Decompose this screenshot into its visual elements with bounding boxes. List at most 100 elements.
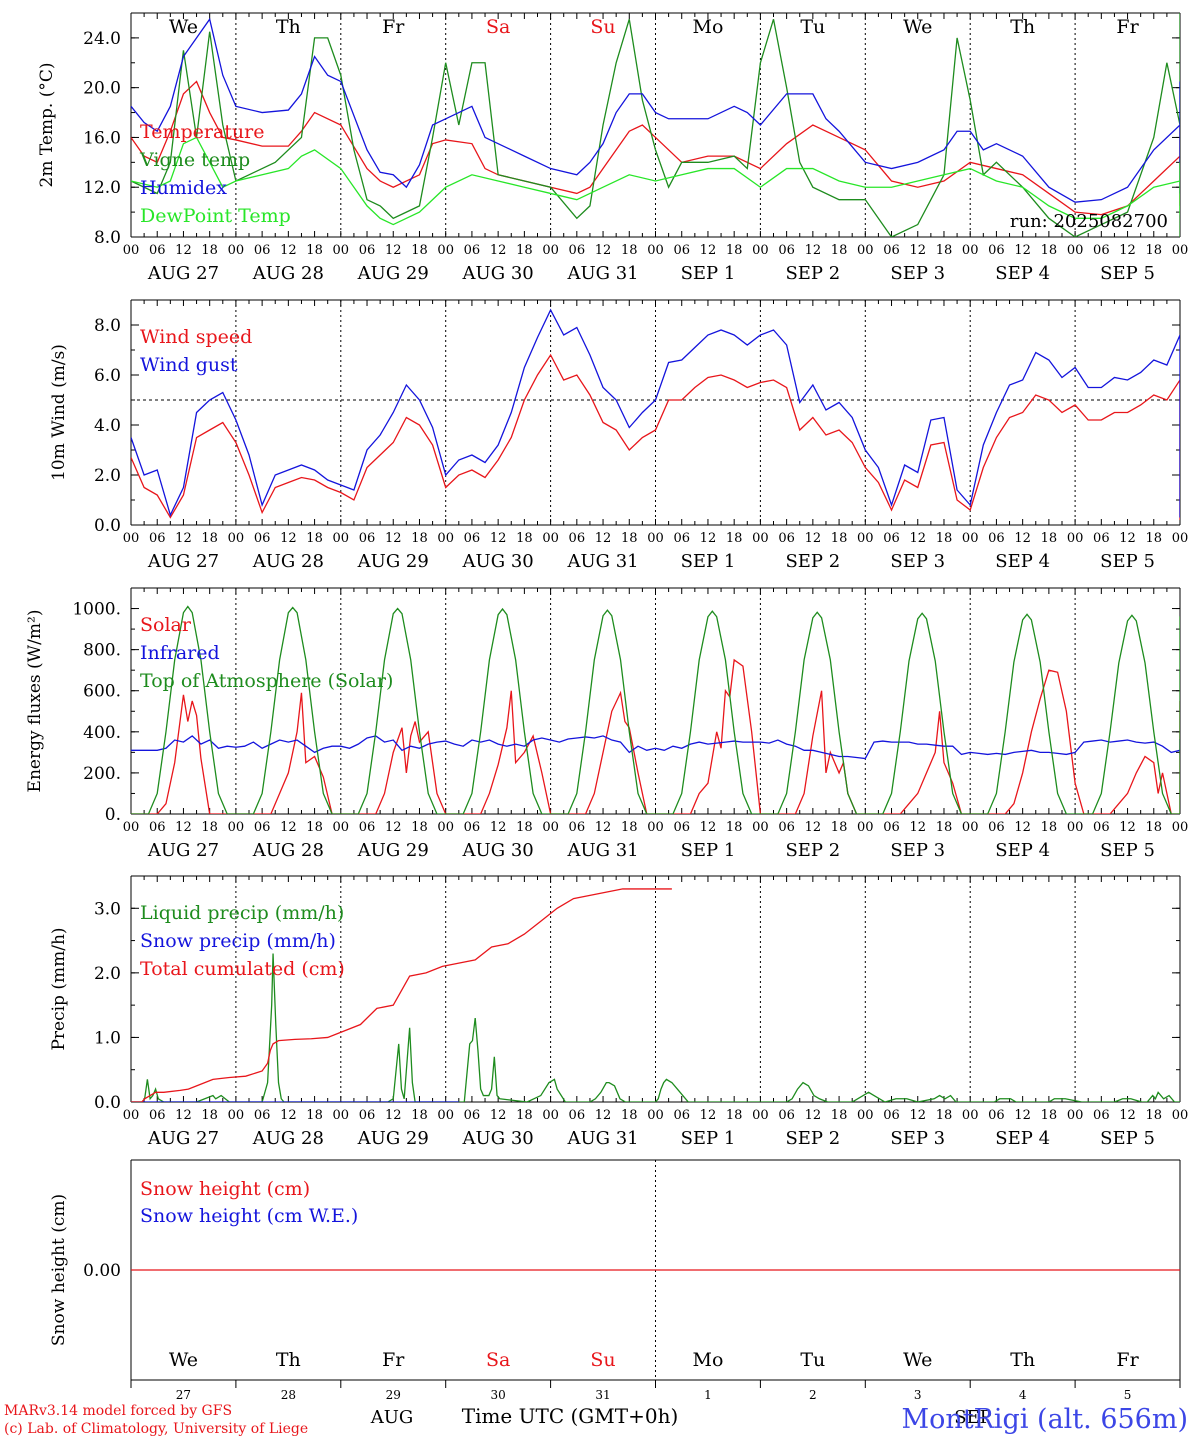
hour-label: 00	[228, 531, 245, 546]
hour-label: 00	[647, 820, 664, 835]
day-number: 5	[1124, 1388, 1132, 1402]
y-axis-label: Precip (mm/h)	[49, 927, 69, 1050]
hour-label: 06	[673, 531, 690, 546]
hour-label: 18	[201, 243, 218, 258]
hour-label: 18	[201, 820, 218, 835]
hour-label: 18	[621, 1108, 638, 1123]
hour-label: 18	[1041, 531, 1058, 546]
hour-label: 06	[149, 531, 166, 546]
hour-label: 06	[673, 243, 690, 258]
y-tick-label: 2.0	[94, 964, 121, 984]
hour-label: 18	[1146, 820, 1163, 835]
y-tick-label: 0.	[105, 805, 121, 825]
hour-label: 12	[1014, 531, 1031, 546]
day-number: 27	[176, 1388, 191, 1402]
date-label: AUG 27	[147, 551, 219, 572]
hour-label: 06	[359, 243, 376, 258]
legend-entry: Total cumulated (cm)	[140, 958, 345, 980]
hour-label: 12	[595, 1108, 612, 1123]
hour-label: 12	[805, 820, 822, 835]
hour-label: 18	[411, 531, 428, 546]
hour-label: 12	[175, 1108, 192, 1123]
hour-label: 12	[700, 531, 717, 546]
hour-label: 00	[857, 243, 874, 258]
date-label: SEP 5	[1100, 263, 1155, 284]
hour-label: 00	[962, 243, 979, 258]
hour-label: 06	[1093, 531, 1110, 546]
hour-label: 00	[123, 531, 140, 546]
hour-label: 18	[516, 820, 533, 835]
date-label: AUG 28	[252, 840, 324, 861]
hour-label: 06	[778, 820, 795, 835]
date-label: SEP 5	[1100, 551, 1155, 572]
hour-label: 00	[333, 531, 350, 546]
dow-label: We	[903, 16, 932, 38]
hour-label: 12	[909, 243, 926, 258]
hour-label: 06	[149, 820, 166, 835]
hour-label: 06	[988, 1108, 1005, 1123]
date-label: AUG 27	[147, 840, 219, 861]
hour-label: 06	[464, 531, 481, 546]
hour-label: 12	[385, 1108, 402, 1123]
hour-label: 00	[1067, 820, 1084, 835]
month-label-aug: AUG	[370, 1407, 414, 1428]
date-label: AUG 29	[357, 551, 429, 572]
hour-label: 18	[516, 243, 533, 258]
hour-label: 00	[333, 243, 350, 258]
hour-label: 18	[621, 820, 638, 835]
date-label: SEP 2	[785, 840, 840, 861]
hour-label: 06	[883, 820, 900, 835]
hour-label: 18	[306, 531, 323, 546]
hour-label: 18	[726, 1108, 743, 1123]
y-tick-label: 1.0	[94, 1028, 121, 1048]
dow-label: Su	[590, 16, 615, 38]
date-label: AUG 29	[357, 263, 429, 284]
y-tick-label: 24.0	[83, 29, 121, 49]
y-axis-label: 10m Wind (m/s)	[49, 344, 69, 481]
hour-label: 00	[123, 820, 140, 835]
hour-label: 18	[936, 820, 953, 835]
date-label: SEP 5	[1100, 840, 1155, 861]
hour-label: 12	[805, 531, 822, 546]
station-name: MontRigi (alt. 656m)	[901, 1404, 1188, 1435]
hour-label: 00	[647, 243, 664, 258]
hour-label: 12	[1014, 1108, 1031, 1123]
hour-label: 12	[805, 1108, 822, 1123]
dow-label: Fr	[1116, 1349, 1139, 1371]
hour-label: 18	[306, 820, 323, 835]
series-solar	[131, 658, 1180, 814]
hour-label: 18	[306, 243, 323, 258]
hour-label: 00	[437, 820, 454, 835]
series-total-cumulated-cm	[131, 888, 672, 1102]
hour-label: 06	[988, 531, 1005, 546]
dow-label: Fr	[1116, 16, 1139, 38]
hour-label: 12	[385, 243, 402, 258]
dow-label: Mo	[692, 16, 723, 38]
hour-label: 18	[1146, 1108, 1163, 1123]
hour-label: 06	[778, 243, 795, 258]
hour-label: 18	[831, 820, 848, 835]
hour-label: 00	[333, 820, 350, 835]
day-number: 31	[595, 1388, 610, 1402]
hour-label: 06	[569, 531, 586, 546]
date-label: AUG 30	[462, 840, 534, 861]
date-label: AUG 28	[252, 263, 324, 284]
model-credit: MARv3.14 model forced by GFS	[4, 1403, 232, 1419]
hour-label: 06	[254, 820, 271, 835]
hour-label: 00	[1172, 243, 1189, 258]
hour-label: 12	[1014, 820, 1031, 835]
series-infrared	[131, 735, 1180, 760]
hour-label: 12	[1119, 531, 1136, 546]
hour-label: 00	[1067, 531, 1084, 546]
hour-label: 00	[228, 820, 245, 835]
series-wind-speed	[131, 353, 1180, 520]
date-label: SEP 3	[890, 263, 945, 284]
hour-label: 18	[936, 1108, 953, 1123]
hour-label: 18	[831, 1108, 848, 1123]
date-label: AUG 27	[147, 263, 219, 284]
hour-label: 06	[359, 1108, 376, 1123]
hour-label: 12	[909, 820, 926, 835]
legend-entry: Temperature	[140, 121, 264, 143]
panel-1: 00 06 12 18 00 06 12 18 00 06 12 18 00 06 12 18 00 06 12 18…	[37, 12, 1189, 284]
